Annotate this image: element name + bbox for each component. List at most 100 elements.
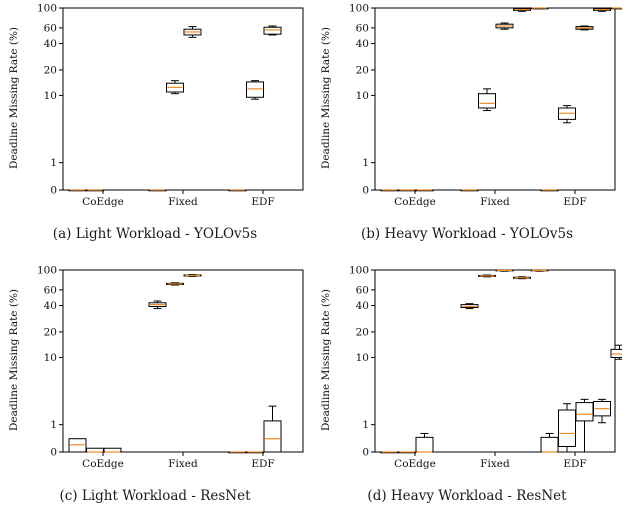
box-iqr	[478, 93, 496, 109]
box-fixed-4	[530, 7, 549, 10]
box-fixed-1	[478, 88, 496, 112]
box-fixed-3	[513, 7, 531, 12]
y-tick-label: 40	[44, 38, 57, 50]
x-tick-label: EDF	[251, 458, 274, 470]
box-iqr	[263, 420, 282, 453]
x-tick-label: Fixed	[168, 196, 198, 208]
y-axis-label-text: Deadline Missing Rate (%)	[320, 288, 332, 432]
plot-frame	[374, 269, 616, 453]
y-tick-label: 40	[356, 300, 369, 312]
subplot-caption: (b) Heavy Workload - YOLOv5s	[312, 226, 622, 242]
subplot-caption: (d) Heavy Workload - ResNet	[312, 488, 622, 504]
y-tick-label: 1	[50, 157, 57, 169]
y-tick-label: 100	[349, 3, 369, 15]
box-coedge-2	[415, 432, 434, 453]
box-iqr	[415, 436, 434, 453]
chart-c: 0 1 10 20 40 60 100 CoEdge Fixed EDF	[37, 265, 304, 470]
chart-b: 0 1 10 20 40 60 100 CoEdge Fixed EDF	[349, 3, 622, 208]
x-tick-label: CoEdge	[82, 458, 124, 470]
x-tick-label: CoEdge	[394, 196, 436, 208]
box-coedge-1	[86, 447, 104, 453]
y-tick-label: 1	[362, 157, 369, 169]
subplot-c: 0 1 10 20 40 60 100 CoEdge Fixed EDF Deadline Mis…	[0, 262, 310, 520]
box-edf-1	[246, 80, 264, 100]
chart-d: 0 1 10 20 40 60 100 CoEdge Fixed EDF	[349, 265, 622, 470]
box-edf-4	[610, 7, 622, 10]
box-coedge-2	[103, 447, 122, 453]
box-edf-2	[263, 25, 282, 36]
box-edf-3	[593, 398, 611, 424]
box-iqr	[263, 26, 282, 35]
y-tick-label: 0	[50, 185, 57, 197]
box-fixed-2	[183, 274, 202, 277]
box-edf-4	[610, 344, 622, 360]
y-tick-label: 1	[50, 419, 57, 431]
y-tick-label: 40	[44, 300, 57, 312]
caption-label: (c)	[59, 488, 78, 504]
subplot-a: 0 1 10 20 40 60 100 CoEdge Fixed EDF Deadline Mis…	[0, 0, 310, 258]
y-tick-label: 0	[362, 447, 369, 459]
box-fixed-1	[166, 80, 184, 95]
box-coedge-0	[380, 189, 399, 192]
subplot-caption: (c) Light Workload - ResNet	[0, 488, 310, 504]
y-tick-label: 20	[356, 326, 369, 338]
box-edf-2	[575, 398, 594, 453]
plot-frame	[62, 7, 304, 191]
caption-text: Heavy Workload - ResNet	[390, 488, 567, 504]
y-tick-label: 60	[356, 284, 369, 296]
y-tick-label: 60	[44, 22, 57, 34]
box-fixed-2	[495, 22, 514, 30]
box-edf-2	[575, 25, 594, 31]
y-tick-label: 100	[37, 3, 57, 15]
box-coedge-1	[86, 189, 104, 192]
box-fixed-4	[530, 269, 549, 272]
y-tick-label: 10	[44, 90, 57, 102]
y-tick-label: 10	[356, 90, 369, 102]
box-coedge-2	[415, 189, 434, 192]
box-edf-1	[558, 403, 576, 453]
subplot-b: 0 1 10 20 40 60 100 CoEdge Fixed EDF Deadline Mis…	[312, 0, 622, 258]
x-tick-label: Fixed	[168, 458, 198, 470]
box-fixed-0	[148, 300, 167, 310]
caption-text: Light Workload - YOLOv5s	[75, 226, 258, 242]
box-edf-0	[540, 189, 559, 192]
y-axis-label-text: Deadline Missing Rate (%)	[8, 26, 20, 170]
x-tick-label: EDF	[563, 458, 586, 470]
y-axis-label-text: Deadline Missing Rate (%)	[8, 288, 20, 432]
y-tick-label: 10	[44, 352, 57, 364]
x-tick-label: CoEdge	[394, 458, 436, 470]
y-tick-label: 0	[362, 185, 369, 197]
y-tick-label: 20	[356, 64, 369, 76]
x-tick-label: EDF	[251, 196, 274, 208]
y-tick-label: 0	[50, 447, 57, 459]
box-iqr	[610, 348, 622, 358]
box-coedge-1	[398, 189, 416, 192]
box-iqr	[246, 81, 264, 98]
caption-label: (b)	[361, 226, 381, 242]
y-tick-label: 20	[44, 326, 57, 338]
box-coedge-1	[398, 451, 416, 454]
x-tick-label: Fixed	[480, 196, 510, 208]
y-tick-label: 100	[37, 265, 57, 277]
box-fixed-2	[183, 26, 202, 38]
box-edf-1	[246, 451, 264, 454]
box-coedge-0	[68, 438, 87, 453]
x-tick-label: Fixed	[480, 458, 510, 470]
x-tick-label: CoEdge	[82, 196, 124, 208]
box-fixed-0	[460, 303, 479, 310]
caption-text: Heavy Workload - YOLOv5s	[384, 226, 573, 242]
box-fixed-3	[513, 276, 531, 280]
y-tick-label: 100	[349, 265, 369, 277]
box-edf-3	[593, 7, 611, 12]
y-tick-label: 10	[356, 352, 369, 364]
box-edf-0	[228, 189, 247, 192]
chart-a: 0 1 10 20 40 60 100 CoEdge Fixed EDF	[37, 3, 304, 208]
box-fixed-0	[148, 189, 167, 192]
y-tick-label: 1	[362, 419, 369, 431]
y-tick-label: 40	[356, 38, 369, 50]
y-tick-label: 20	[44, 64, 57, 76]
box-coedge-0	[68, 189, 87, 192]
box-fixed-2	[495, 269, 514, 272]
caption-label: (a)	[52, 226, 72, 242]
